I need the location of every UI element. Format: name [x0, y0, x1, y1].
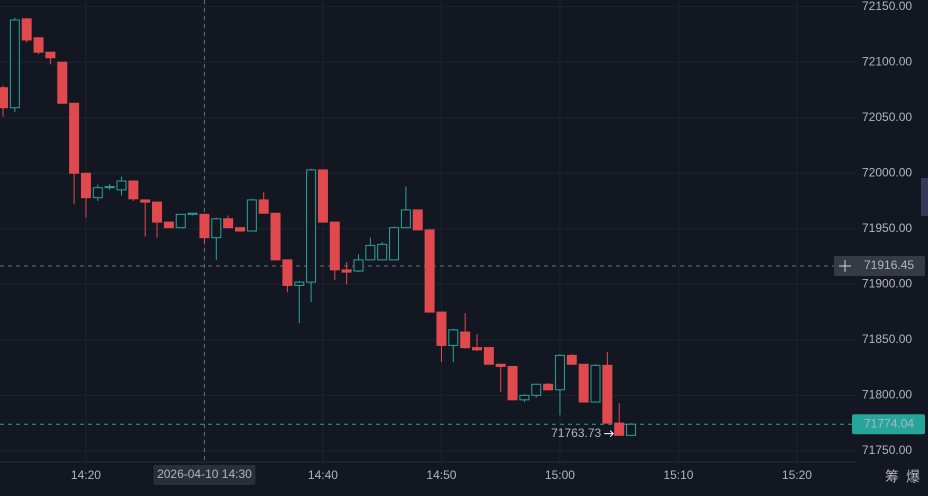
y-tick-label: 72050.00 — [862, 110, 912, 124]
x-tick-label: 14:20 — [71, 468, 101, 482]
candle-body — [460, 331, 471, 349]
last-price-label-bg — [852, 414, 925, 435]
candle-body — [92, 187, 103, 199]
candle-body — [140, 199, 151, 203]
candle-body — [235, 227, 245, 232]
candle-body — [377, 243, 388, 261]
y-tick-label: 72100.00 — [862, 54, 912, 68]
candle-body — [507, 365, 518, 401]
candle-body — [495, 363, 506, 367]
candle-body — [626, 423, 637, 436]
candle-body — [317, 169, 328, 223]
candle-body — [590, 364, 601, 403]
candle-body — [483, 347, 494, 365]
crosshair-x-label-bg — [153, 465, 256, 485]
candle-body — [163, 221, 174, 229]
candle-body — [152, 201, 163, 223]
crosshair-plus — [839, 260, 851, 273]
candle-body — [472, 347, 482, 351]
candle-body — [80, 172, 91, 199]
last-price-label: 71774.04 — [864, 416, 914, 430]
candle-body — [21, 18, 32, 41]
candle-body — [424, 229, 435, 313]
crosshair-y-label: 71916.45 — [864, 258, 914, 272]
candle-body — [531, 383, 542, 396]
y-tick-label: 71850.00 — [862, 332, 912, 346]
candle-body — [0, 87, 8, 109]
y-tick-label: 71750.00 — [862, 443, 912, 457]
candle-body — [400, 209, 411, 229]
candle-body — [365, 244, 376, 261]
y-tick-label: 71900.00 — [862, 276, 912, 290]
low-marker-label: 71763.73 — [551, 426, 601, 440]
crosshair-x-label: 2026-04-10 14:30 — [157, 467, 252, 481]
candle-body — [614, 422, 625, 436]
candle-body — [246, 199, 257, 232]
candle-body — [294, 281, 305, 286]
candle-body — [187, 212, 198, 215]
y-tick-label: 71950.00 — [862, 221, 912, 235]
candle-body — [329, 221, 340, 271]
candle-body — [69, 102, 80, 174]
candle-body — [211, 218, 222, 239]
candle-body — [45, 51, 56, 59]
candle-body — [116, 180, 127, 191]
candle-body — [519, 394, 530, 401]
x-tick-label: 14:50 — [426, 468, 456, 482]
y-tick-label: 72150.00 — [862, 0, 912, 13]
candle-body — [341, 269, 352, 273]
candle-body — [578, 363, 589, 403]
candle-body — [566, 354, 577, 365]
crosshair-y-label-bg — [834, 256, 925, 277]
toolbar-icon[interactable]: 筹 — [885, 469, 899, 485]
low-marker-arrow — [604, 430, 614, 437]
candle-body — [33, 37, 44, 53]
candle-body — [258, 199, 269, 214]
candle-body — [282, 259, 293, 286]
x-tick-label: 15:00 — [545, 468, 575, 482]
side-tab[interactable] — [921, 178, 928, 216]
candle-body — [353, 259, 364, 272]
candle-body — [175, 213, 186, 229]
candle-body — [543, 383, 554, 391]
x-tick-label: 15:10 — [663, 468, 693, 482]
candle-body — [270, 212, 281, 261]
candle-body — [448, 329, 459, 346]
y-tick-label: 72000.00 — [862, 165, 912, 179]
toolbar-icon[interactable]: 爆 — [906, 469, 920, 485]
candle-body — [306, 169, 317, 283]
candle-body — [389, 227, 400, 261]
candle-body — [436, 311, 447, 346]
candle-body — [223, 218, 234, 229]
x-tick-label: 14:40 — [308, 468, 338, 482]
candle-body — [9, 19, 20, 109]
candle-body — [554, 354, 565, 391]
candle-body — [412, 209, 423, 231]
y-tick-label: 71800.00 — [862, 388, 912, 402]
candle-body — [104, 186, 115, 189]
candle-body — [199, 213, 210, 239]
x-tick-label: 15:20 — [782, 468, 812, 482]
candle-body — [57, 61, 68, 104]
candle-body — [128, 180, 139, 200]
candle-body — [602, 364, 613, 424]
